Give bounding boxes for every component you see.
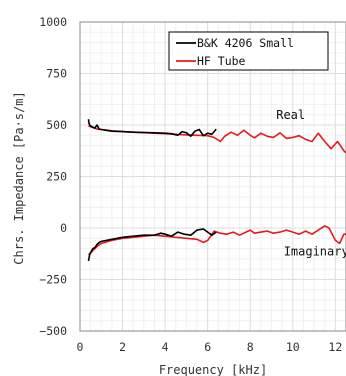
legend: B&K 4206 Small HF Tube bbox=[168, 31, 329, 71]
x-tick-label: 10 bbox=[286, 340, 300, 354]
y-tick-label: 250 bbox=[46, 170, 67, 184]
annotations: Real Imaginary bbox=[276, 108, 346, 258]
y-tick-labels: 1000 750 500 250 0 −250 −500 bbox=[39, 15, 67, 338]
x-axis-title: Frequency [kHz] bbox=[159, 363, 267, 376]
annotation-imaginary: Imaginary bbox=[284, 244, 346, 258]
x-tick-label: 2 bbox=[119, 340, 126, 354]
hf-tube-real-line bbox=[88, 125, 346, 154]
y-tick-label: −500 bbox=[39, 324, 67, 338]
legend-label-bk: B&K 4206 Small bbox=[197, 36, 294, 50]
legend-label-hf: HF Tube bbox=[197, 54, 246, 68]
y-tick-label: −250 bbox=[39, 273, 67, 287]
hf-tube-imaginary-line bbox=[87, 225, 346, 256]
y-tick-label: 1000 bbox=[39, 15, 67, 29]
x-tick-label: 8 bbox=[247, 340, 254, 354]
series-layer bbox=[87, 119, 346, 262]
x-tick-label: 4 bbox=[162, 340, 169, 354]
annotation-real: Real bbox=[276, 108, 305, 122]
x-tick-label: 6 bbox=[204, 340, 211, 354]
x-tick-labels: 0 2 4 6 8 10 12 bbox=[77, 340, 343, 354]
y-tick-label: 500 bbox=[46, 118, 67, 132]
bk-4206-small-imaginary-line bbox=[87, 228, 217, 262]
legend-box bbox=[168, 31, 329, 71]
bk-4206-small-real-line bbox=[87, 119, 217, 138]
plot-area-border bbox=[79, 21, 346, 332]
y-tick-label: 0 bbox=[60, 221, 67, 235]
x-tick-label: 12 bbox=[328, 340, 342, 354]
y-axis-title: Chrs. Impedance [Pa·s/m] bbox=[12, 91, 26, 264]
x-tick-label: 0 bbox=[77, 340, 84, 354]
y-tick-label: 750 bbox=[46, 67, 67, 81]
